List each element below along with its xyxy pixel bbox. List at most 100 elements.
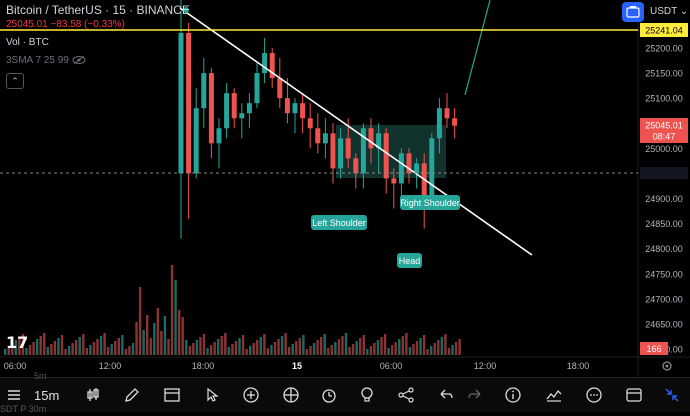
volume-bar <box>217 339 220 355</box>
candle-body <box>376 133 382 149</box>
volume-bar <box>220 336 223 355</box>
price-tick-label: 25000.00 <box>645 144 683 154</box>
price-axis[interactable]: 25200.0025150.0025100.0025050.0025000.00… <box>640 44 688 355</box>
bottom-toolbar: 5m 15m SDT P 30m <box>0 371 690 414</box>
price-tick-label: 25100.00 <box>645 94 683 104</box>
time-tick-label: 12:00 <box>474 361 497 371</box>
volume-bar <box>32 342 35 355</box>
volume-bar <box>103 333 106 355</box>
projection-line[interactable] <box>464 0 491 96</box>
right-shoulder-text: Right Shoulder <box>400 198 460 208</box>
volume-bar <box>18 337 21 355</box>
volume-bar <box>302 335 305 355</box>
right-shoulder-label[interactable]: Right Shoulder <box>400 195 460 210</box>
volume-bar <box>25 348 28 355</box>
current-price-text: 25045.01 <box>645 121 683 131</box>
volume-bar <box>92 342 96 355</box>
time-axis[interactable]: 06:00 12:00 18:00 15 06:00 12:00 18:00 <box>4 361 590 371</box>
volume-bar <box>67 346 71 355</box>
volume-tag: 166 <box>640 342 668 355</box>
volume-bar <box>156 308 160 355</box>
left-shoulder-label[interactable]: Left Shoulder <box>311 215 367 230</box>
volume-bar <box>199 337 202 355</box>
volume-bar <box>362 335 365 355</box>
price-tick-label: 24800.00 <box>645 244 683 254</box>
volume-bar <box>348 347 351 355</box>
volume-bar <box>106 347 110 355</box>
alert-clock-icon[interactable] <box>320 386 338 404</box>
candle-body <box>231 93 237 119</box>
bar-style-icon[interactable] <box>84 386 102 404</box>
chart-trend-icon[interactable] <box>545 386 563 404</box>
pointer-icon[interactable] <box>203 386 221 404</box>
candle-body <box>224 93 230 129</box>
volume-bar <box>146 315 149 355</box>
more-icon[interactable] <box>585 386 603 404</box>
price-tick-label: 24650.00 <box>645 319 683 329</box>
volume-bar <box>426 349 429 355</box>
info-icon[interactable] <box>504 386 522 404</box>
candle-body <box>315 128 321 144</box>
volume-bar <box>309 346 312 355</box>
volume-bar <box>153 323 156 355</box>
volume-bar <box>252 343 255 355</box>
ideas-bulb-icon[interactable] <box>358 386 376 404</box>
collapse-arrows-icon[interactable] <box>663 386 681 404</box>
volume-bar <box>330 345 333 355</box>
symbol-legend[interactable]: Bitcoin / TetherUS · 15 · BINANCE 25045.… <box>6 3 190 30</box>
chevron-down-icon: ⌄ <box>679 6 689 17</box>
volume-bar <box>85 348 89 355</box>
volume-bar <box>245 349 248 355</box>
volume-bar <box>334 342 337 355</box>
add-icon[interactable] <box>242 386 260 404</box>
redo-icon[interactable] <box>466 386 484 404</box>
volume-bar <box>46 347 49 355</box>
candle-body <box>444 108 450 119</box>
share-icon[interactable] <box>397 386 415 404</box>
volume-bar <box>60 335 64 355</box>
volume-bar <box>337 339 341 355</box>
currency-selector[interactable]: USDT ⌄ <box>650 6 688 17</box>
price-tick-label: 25200.00 <box>645 44 683 54</box>
volume-bar <box>444 334 447 355</box>
volume-bar <box>419 338 422 355</box>
volume-bar <box>248 346 252 355</box>
head-label[interactable]: Head <box>397 253 422 268</box>
menu-icon[interactable] <box>5 386 23 404</box>
drawing-pencil-icon[interactable] <box>123 386 141 404</box>
volume-bar <box>53 341 57 355</box>
volume-bar <box>344 333 348 355</box>
sma-indicator-label[interactable]: 3SMA 7 25 99 <box>6 55 69 66</box>
tradingview-logo: 17 <box>6 333 29 352</box>
volume-bar <box>327 348 330 355</box>
volume-bar <box>11 343 14 355</box>
screenshot-button[interactable] <box>622 2 644 22</box>
volume-bar <box>454 342 458 355</box>
trend-line-anchor[interactable] <box>183 7 189 13</box>
time-tick-label: 15 <box>292 361 302 371</box>
price-tick-label: 24850.00 <box>645 219 683 229</box>
volume-bar <box>64 349 67 355</box>
volume-bar <box>75 340 78 355</box>
currency-label: USDT <box>650 6 678 17</box>
undo-icon[interactable] <box>437 386 455 404</box>
compare-icon[interactable] <box>282 386 300 404</box>
candle-body <box>254 73 260 104</box>
volume-bar <box>238 338 241 355</box>
volume-bar <box>96 339 99 355</box>
volume-indicator-label[interactable]: Vol · BTC <box>6 37 49 48</box>
indicators-icon[interactable] <box>163 386 181 404</box>
collapse-legend-button[interactable]: ⌃ <box>6 73 24 89</box>
eye-hidden-icon[interactable] <box>72 55 86 65</box>
price-tick-label: 25150.00 <box>645 69 683 79</box>
crosshair-price-tag <box>640 167 688 179</box>
volume-bar <box>188 346 191 355</box>
gear-icon[interactable] <box>660 359 674 373</box>
trend-line[interactable] <box>179 7 533 256</box>
layout-icon[interactable] <box>625 386 643 404</box>
volume-tag-text: 166 <box>646 344 661 354</box>
timeframe-button[interactable]: 15m <box>34 388 60 403</box>
volume-bar <box>412 344 415 355</box>
